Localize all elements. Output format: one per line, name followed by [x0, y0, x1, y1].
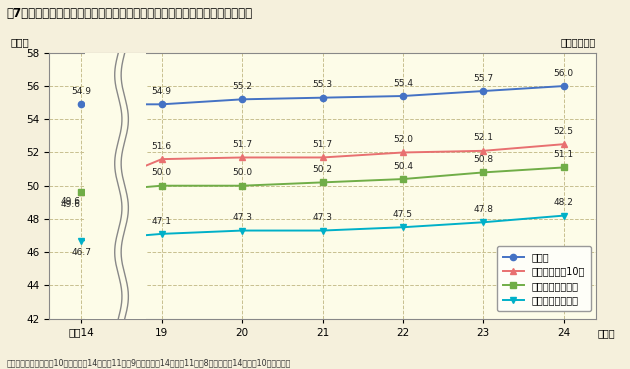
Line: 行政職（一）10級: 行政職（一）10級 — [78, 141, 567, 196]
行政職（一）８級 — [399, 225, 407, 230]
Text: 50.0: 50.0 — [232, 168, 252, 177]
Text: 52.5: 52.5 — [554, 127, 574, 136]
Text: 47.8: 47.8 — [473, 205, 493, 214]
行政職（一）８級 — [158, 232, 166, 236]
行政職（一）９級 — [238, 183, 246, 188]
行政職（一）８級 — [560, 213, 568, 218]
Text: 54.9: 54.9 — [71, 87, 91, 96]
Text: 55.2: 55.2 — [232, 82, 252, 91]
Text: 50.4: 50.4 — [393, 162, 413, 171]
行政職（一）８級 — [479, 220, 487, 224]
指定職 — [560, 84, 568, 88]
行政職（一）10級 — [158, 157, 166, 161]
Text: 51.6: 51.6 — [152, 142, 172, 151]
Line: 指定職: 指定職 — [78, 83, 567, 107]
Text: 52.1: 52.1 — [473, 134, 493, 142]
行政職（一）９級 — [319, 180, 326, 184]
Text: 51.7: 51.7 — [312, 140, 333, 149]
指定職 — [238, 97, 246, 101]
行政職（一）10級 — [560, 142, 568, 146]
Text: 48.2: 48.2 — [554, 198, 574, 207]
Bar — [85, 36, 146, 335]
指定職 — [399, 94, 407, 98]
Text: （単位：歳）: （単位：歳） — [561, 38, 596, 48]
Text: 46.7: 46.7 — [71, 248, 91, 257]
指定職 — [479, 89, 487, 93]
Text: 50.0: 50.0 — [152, 168, 172, 177]
Line: 行政職（一）８級: 行政職（一）８級 — [78, 213, 567, 244]
Text: 54.9: 54.9 — [152, 87, 172, 96]
Text: 50.2: 50.2 — [312, 165, 333, 174]
指定職 — [158, 102, 166, 107]
Text: 47.3: 47.3 — [232, 213, 252, 222]
Text: 47.3: 47.3 — [312, 213, 333, 222]
Text: 55.4: 55.4 — [393, 79, 413, 88]
Text: （歳）: （歳） — [11, 38, 30, 48]
Legend: 指定職, 行政職（一）10級, 行政職（一）９級, 行政職（一）８級: 指定職, 行政職（一）10級, 行政職（一）９級, 行政職（一）８級 — [497, 246, 591, 311]
Text: 図7　指定職及び行政職（一）８級以上の平均年齢（旧Ｉ種採用職員）の推移: 図7 指定職及び行政職（一）８級以上の平均年齢（旧Ｉ種採用職員）の推移 — [6, 7, 253, 20]
行政職（一）９級 — [399, 177, 407, 181]
行政職（一）10級 — [319, 155, 326, 160]
Text: （注）　行政職（一）10級には平成14年の旧11級、9級には平成14年の旧11級、8級には平成14年の旧10級を含む。: （注） 行政職（一）10級には平成14年の旧11級、9級には平成14年の旧11級… — [6, 358, 290, 367]
Text: 49.6: 49.6 — [60, 197, 80, 206]
行政職（一）８級 — [77, 238, 85, 243]
行政職（一）８級 — [238, 228, 246, 233]
行政職（一）９級 — [77, 190, 85, 194]
行政職（一）10級 — [399, 150, 407, 155]
指定職 — [77, 102, 85, 107]
Text: 47.5: 47.5 — [393, 210, 413, 219]
Text: 55.3: 55.3 — [312, 80, 333, 89]
Text: 51.7: 51.7 — [232, 140, 252, 149]
Line: 行政職（一）９級: 行政職（一）９級 — [78, 164, 567, 196]
行政職（一）９級 — [479, 170, 487, 175]
Text: 55.7: 55.7 — [473, 74, 493, 83]
行政職（一）９級 — [560, 165, 568, 170]
Text: 50.8: 50.8 — [473, 155, 493, 164]
行政職（一）８級 — [319, 228, 326, 233]
Text: （年）: （年） — [597, 328, 615, 338]
Text: 49.6: 49.6 — [60, 200, 80, 209]
行政職（一）10級 — [238, 155, 246, 160]
Text: 52.0: 52.0 — [393, 135, 413, 144]
指定職 — [319, 96, 326, 100]
行政職（一）９級 — [158, 183, 166, 188]
Text: 51.1: 51.1 — [554, 150, 574, 159]
Text: 47.1: 47.1 — [152, 217, 172, 225]
行政職（一）10級 — [77, 190, 85, 194]
行政職（一）10級 — [479, 149, 487, 153]
Text: 56.0: 56.0 — [554, 69, 574, 78]
